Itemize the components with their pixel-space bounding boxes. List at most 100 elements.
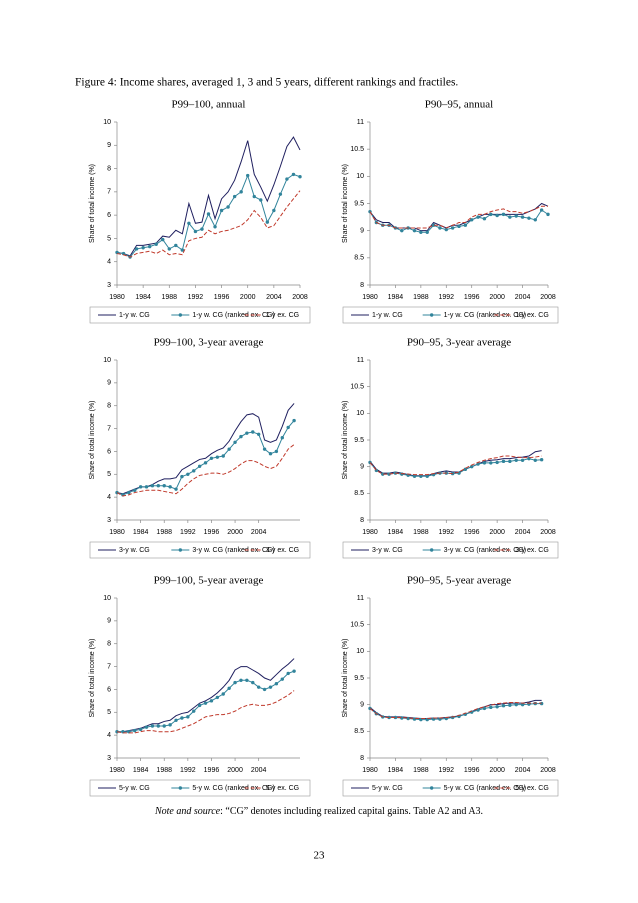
- x-tick-label: 1980: [362, 529, 378, 536]
- series-marker: [233, 440, 237, 444]
- series-marker: [203, 461, 208, 465]
- series-line: [116, 444, 295, 497]
- x-tick-label: 1992: [188, 294, 204, 301]
- legend-box: [89, 306, 311, 324]
- series-marker: [527, 216, 531, 220]
- series-marker: [489, 461, 493, 465]
- y-axis-label: Share of total income (%): [89, 401, 96, 480]
- series-marker: [215, 695, 220, 700]
- series-marker: [476, 215, 480, 219]
- series-marker: [298, 175, 302, 179]
- y-axis-label: Share of total income (%): [342, 639, 349, 718]
- y-tick-label: 10: [103, 119, 111, 126]
- series-marker: [215, 455, 220, 459]
- series-line: [116, 403, 295, 495]
- series-marker: [213, 225, 217, 229]
- y-tick-label: 10: [103, 595, 111, 602]
- x-tick-label: 2008: [540, 767, 556, 774]
- y-tick-label: 5: [107, 235, 111, 242]
- series-marker: [514, 214, 518, 218]
- y-tick-label: 4: [107, 732, 111, 739]
- x-tick-label: 1988: [161, 294, 177, 301]
- series-marker: [197, 464, 202, 468]
- series-marker: [292, 418, 296, 423]
- x-tick-label: 1984: [133, 529, 149, 536]
- series-marker: [520, 458, 525, 462]
- y-tick-label: 9: [107, 618, 111, 625]
- series-marker: [381, 472, 385, 476]
- legend-box: [89, 541, 311, 559]
- y-tick-label: 10.5: [350, 622, 364, 629]
- series-marker: [286, 671, 290, 676]
- figure-caption: Figure 4: Income shares, averaged 1, 3 a…: [75, 77, 458, 89]
- series-marker: [431, 223, 436, 227]
- y-tick-label: 11: [357, 595, 364, 602]
- chart: P99–100, 5-year average Share of total in…: [89, 575, 311, 797]
- x-tick-label: 1992: [180, 529, 196, 536]
- x-tick-label: 1984: [388, 767, 404, 774]
- series-marker: [209, 456, 214, 460]
- series-marker: [227, 686, 231, 690]
- series-marker: [180, 716, 184, 720]
- series-marker: [533, 218, 537, 222]
- series-marker: [463, 467, 468, 472]
- x-tick-label: 1988: [413, 767, 429, 774]
- series-marker: [256, 685, 261, 689]
- series-marker: [495, 213, 499, 218]
- series-marker: [406, 716, 410, 721]
- series-marker: [206, 212, 211, 216]
- series-marker: [186, 472, 190, 476]
- y-tick-label: 10.5: [350, 146, 364, 153]
- series-line: [369, 205, 548, 229]
- series-line: [369, 455, 542, 476]
- series-marker: [520, 215, 525, 219]
- series-marker: [221, 692, 225, 696]
- y-tick-label: 8: [360, 517, 364, 524]
- series-marker: [438, 226, 442, 230]
- series-marker: [227, 447, 231, 451]
- legend-label: 3-y ex. CG: [515, 547, 548, 554]
- y-axis-label: Share of total income (%): [89, 639, 96, 718]
- legend-label: 1-y w. CG: [119, 312, 150, 319]
- series-marker: [144, 725, 149, 729]
- y-tick-label: 9.5: [354, 200, 364, 207]
- x-tick-label: 1984: [388, 294, 404, 301]
- series-marker: [470, 464, 474, 469]
- chart: P90–95, 5-year average Share of total inc…: [342, 575, 559, 797]
- series-marker: [482, 461, 487, 465]
- series-marker: [285, 177, 289, 181]
- y-tick-label: 8: [360, 755, 364, 762]
- series-marker: [444, 227, 448, 232]
- series-marker: [489, 705, 493, 710]
- series-marker: [274, 682, 279, 686]
- y-tick-label: 4: [107, 494, 111, 501]
- series-marker: [239, 678, 243, 682]
- series-marker: [291, 172, 296, 177]
- series-marker: [156, 724, 161, 728]
- series-marker: [245, 678, 249, 682]
- series-marker: [539, 458, 544, 462]
- x-tick-label: 1988: [413, 294, 429, 301]
- legend-marker: [429, 548, 434, 552]
- series-marker: [233, 680, 237, 685]
- series-marker: [186, 715, 190, 719]
- y-tick-label: 9: [360, 228, 364, 235]
- chart: P90–95, 3-year average Share of total inc…: [342, 337, 559, 559]
- y-tick-label: 3: [107, 755, 111, 762]
- y-axis-label: Share of total income (%): [342, 401, 349, 480]
- y-tick-label: 6: [107, 448, 111, 455]
- y-tick-label: 10.5: [350, 384, 364, 391]
- x-tick-label: 2008: [292, 294, 308, 301]
- series-marker: [192, 469, 196, 473]
- series-marker: [286, 425, 290, 430]
- x-tick-label: 1992: [438, 529, 454, 536]
- x-tick-label: 1996: [464, 767, 480, 774]
- y-tick-label: 5: [107, 709, 111, 716]
- x-tick-label: 2000: [227, 529, 243, 536]
- series-marker: [256, 432, 261, 436]
- x-tick-label: 2004: [251, 767, 267, 774]
- legend-label: 3-y w. CG: [119, 547, 150, 554]
- series-marker: [514, 458, 518, 462]
- x-tick-label: 1984: [133, 767, 149, 774]
- series-marker: [239, 190, 243, 194]
